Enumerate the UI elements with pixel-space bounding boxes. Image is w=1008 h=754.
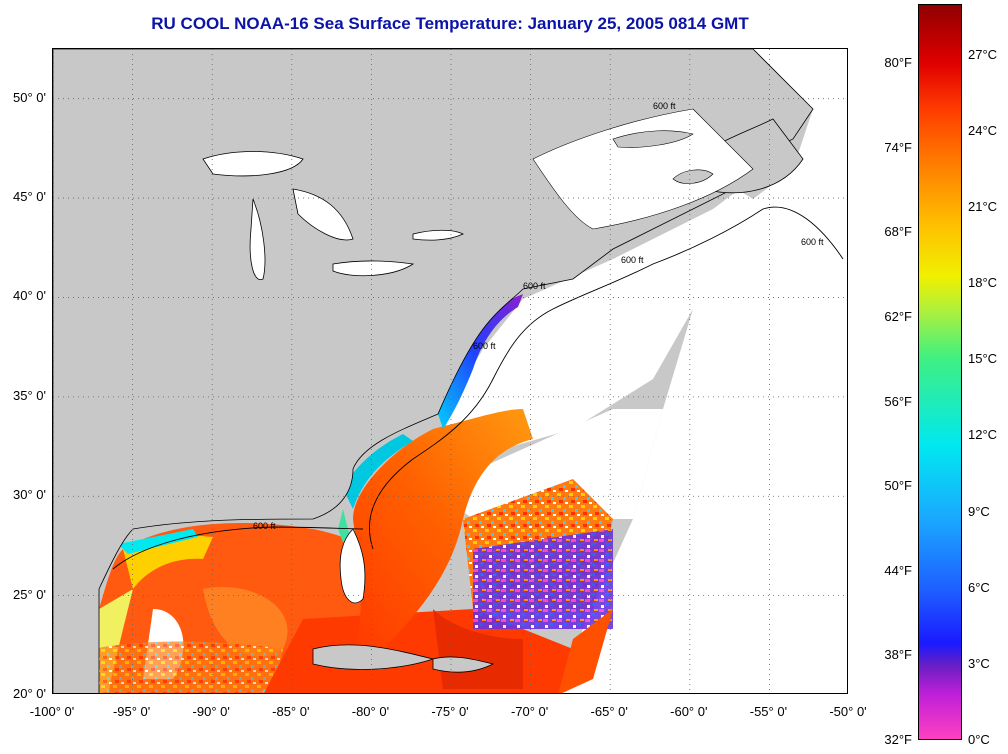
longitude-tick-label: -95° 0' (112, 704, 151, 719)
longitude-tick-label: -75° 0' (431, 704, 469, 719)
colorbar-fahrenheit-label: 38°F (884, 647, 912, 663)
gulf-stream-sst (353, 409, 613, 693)
colorbar-celsius-label: 24°C (968, 122, 998, 138)
colorbar-celsius-label: 3°C (968, 655, 990, 671)
isobath-label: 600 ft (523, 281, 546, 291)
longitude-tick-label: -50° 0' (829, 704, 867, 719)
longitude-tick-label: -85° 0' (272, 704, 310, 719)
latitude-tick-label: 40° 0' (13, 288, 46, 304)
colorbar-celsius-label: 12°C (968, 427, 998, 443)
isobath-label: 600 ft (801, 237, 824, 247)
colorbar-fahrenheit-label: 56°F (884, 393, 912, 409)
longitude-tick-label: -100° 0' (29, 704, 75, 719)
latitude-tick-label: 50° 0' (13, 89, 46, 105)
latitude-tick-label: 30° 0' (13, 487, 46, 503)
colorbar-fahrenheit-label: 74°F (884, 139, 912, 155)
sst-map[interactable]: 600 ft 600 ft 600 ft 600 ft 600 ft 600 f… (52, 48, 848, 694)
isobath-label: 600 ft (473, 341, 496, 351)
isobath-label: 600 ft (653, 101, 676, 111)
latitude-tick-label: 45° 0' (13, 189, 46, 205)
latitude-tick-label: 25° 0' (13, 586, 46, 602)
latitude-tick-label: 35° 0' (13, 387, 46, 403)
colorbar-fahrenheit-label: 50°F (884, 478, 912, 494)
colorbar-fahrenheit-label: 68°F (884, 224, 912, 240)
map-title: RU COOL NOAA-16 Sea Surface Temperature:… (151, 14, 749, 33)
longitude-tick-label: -70° 0' (510, 704, 549, 719)
colorbar-celsius-label: 0°C (968, 732, 990, 747)
colorbar-celsius-label: 15°C (968, 351, 998, 367)
colorbar-fahrenheit-label: 80°F (884, 55, 912, 71)
temperature-colorbar (918, 4, 962, 740)
st-lawrence-gulf (532, 108, 754, 230)
colorbar-fahrenheit-label: 44°F (884, 562, 912, 578)
longitude-tick-label: -60° 0' (670, 704, 708, 719)
colorbar-celsius-label: 9°C (968, 503, 990, 519)
colorbar-celsius-label: 27°C (968, 46, 998, 62)
latitude-tick-label: 20° 0' (13, 686, 46, 701)
colorbar-fahrenheit-label: 62°F (884, 309, 912, 324)
colorbar-celsius-label: 6°C (968, 579, 990, 595)
colorbar-fahrenheit-label: 32°F (884, 732, 912, 747)
sst-map-canvas: 600 ft 600 ft 600 ft 600 ft 600 ft 600 f… (53, 49, 847, 693)
great-lakes (202, 151, 464, 280)
longitude-tick-label: -65° 0' (590, 704, 628, 719)
colorbar-celsius-label: 18°C (968, 275, 998, 291)
colorbar-celsius-label: 21°C (968, 199, 998, 215)
isobath-label: 600 ft (253, 521, 276, 531)
longitude-tick-label: -80° 0' (351, 704, 390, 719)
longitude-tick-label: -90° 0' (192, 704, 230, 719)
longitude-tick-label: -55° 0' (749, 704, 788, 719)
isobath-label: 600 ft (621, 255, 644, 265)
isobath-600ft (112, 206, 844, 570)
isobath-labels: 600 ft 600 ft 600 ft 600 ft 600 ft 600 f… (253, 101, 824, 531)
